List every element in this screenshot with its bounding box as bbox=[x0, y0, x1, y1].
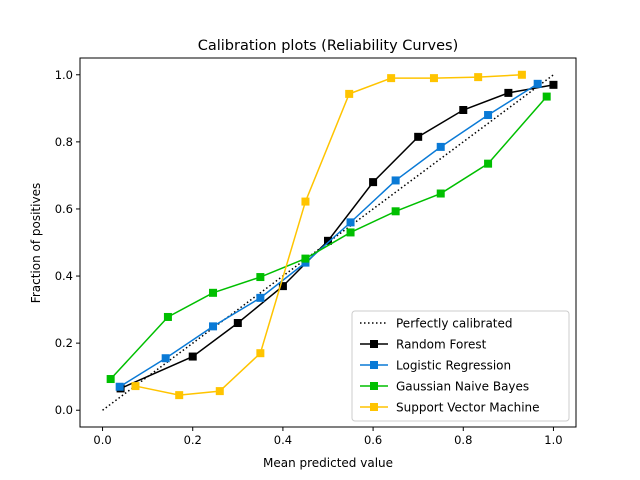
x-tick-label: 0.4 bbox=[274, 433, 292, 447]
legend-label: Gaussian Naive Bayes bbox=[396, 380, 529, 394]
data-point bbox=[345, 89, 354, 98]
y-tick-label: 0.8 bbox=[55, 135, 73, 149]
data-point bbox=[369, 178, 378, 187]
data-point bbox=[474, 73, 483, 82]
legend-label: Random Forest bbox=[396, 338, 487, 352]
data-point bbox=[549, 80, 558, 89]
data-point bbox=[429, 74, 438, 83]
series-line-2 bbox=[119, 83, 539, 388]
data-point bbox=[301, 197, 310, 206]
series-line-1 bbox=[120, 84, 554, 390]
series-line-3 bbox=[110, 96, 548, 380]
x-tick-label: 1.0 bbox=[544, 433, 562, 447]
data-point bbox=[346, 218, 355, 227]
legend: Perfectly calibrated Random Forest Logisti… bbox=[351, 310, 570, 422]
legend-label: Perfectly calibrated bbox=[396, 317, 513, 331]
data-point bbox=[484, 111, 493, 120]
legend-marker bbox=[370, 361, 378, 369]
data-point bbox=[209, 288, 218, 297]
data-point bbox=[301, 254, 310, 263]
data-point bbox=[301, 258, 310, 267]
x-tick-label: 0.2 bbox=[184, 433, 202, 447]
data-point bbox=[436, 142, 445, 151]
data-point bbox=[436, 189, 445, 198]
data-point bbox=[542, 92, 551, 101]
data-point bbox=[115, 382, 124, 391]
y-tick-label: 0.0 bbox=[55, 403, 73, 417]
axes-frame bbox=[79, 57, 577, 428]
data-point bbox=[391, 176, 400, 185]
data-point bbox=[459, 105, 468, 114]
legend-box bbox=[351, 310, 570, 422]
data-point bbox=[504, 88, 513, 97]
data-point bbox=[346, 228, 355, 237]
data-point bbox=[233, 319, 242, 328]
data-point bbox=[209, 322, 218, 331]
y-tick-label: 1.0 bbox=[55, 68, 73, 82]
data-point bbox=[215, 387, 224, 396]
x-axis-label: Mean predicted value bbox=[263, 456, 393, 470]
data-point bbox=[517, 70, 526, 79]
data-point bbox=[161, 354, 170, 363]
data-point bbox=[484, 159, 493, 168]
data-point bbox=[188, 352, 197, 361]
data-point bbox=[175, 391, 184, 400]
data-point bbox=[391, 207, 400, 216]
x-tick-label: 0.0 bbox=[93, 433, 111, 447]
legend-marker bbox=[370, 340, 378, 348]
data-point bbox=[278, 282, 287, 291]
y-tick-label: 0.2 bbox=[55, 336, 73, 350]
data-point bbox=[256, 349, 265, 358]
legend-marker bbox=[370, 382, 378, 390]
y-tick-label: 0.4 bbox=[55, 269, 73, 283]
data-point bbox=[387, 74, 396, 83]
axes: 0.0 0.2 0.4 0.6 0.8 1.0 0.0 0.2 0.4 0.6 0.8 1.0 bbox=[55, 57, 577, 447]
y-tick-label: 0.6 bbox=[55, 202, 73, 216]
x-tick-label: 0.8 bbox=[454, 433, 472, 447]
legend-label: Support Vector Machine bbox=[396, 401, 540, 415]
y-axis-label: Fraction of positives bbox=[29, 183, 43, 303]
data-point bbox=[106, 375, 115, 384]
legend-label: Logistic Regression bbox=[396, 359, 511, 373]
data-point bbox=[163, 312, 172, 321]
data-point bbox=[256, 293, 265, 302]
x-tick-label: 0.6 bbox=[364, 433, 382, 447]
data-point bbox=[533, 79, 542, 88]
data-point bbox=[256, 273, 265, 282]
data-point bbox=[324, 236, 332, 245]
series-line-4 bbox=[135, 74, 522, 396]
data-point bbox=[131, 382, 140, 391]
data-point bbox=[414, 132, 423, 141]
plot-area bbox=[102, 70, 558, 411]
legend-marker bbox=[370, 403, 378, 411]
chart-title: Calibration plots (Reliability Curves) bbox=[198, 38, 459, 54]
